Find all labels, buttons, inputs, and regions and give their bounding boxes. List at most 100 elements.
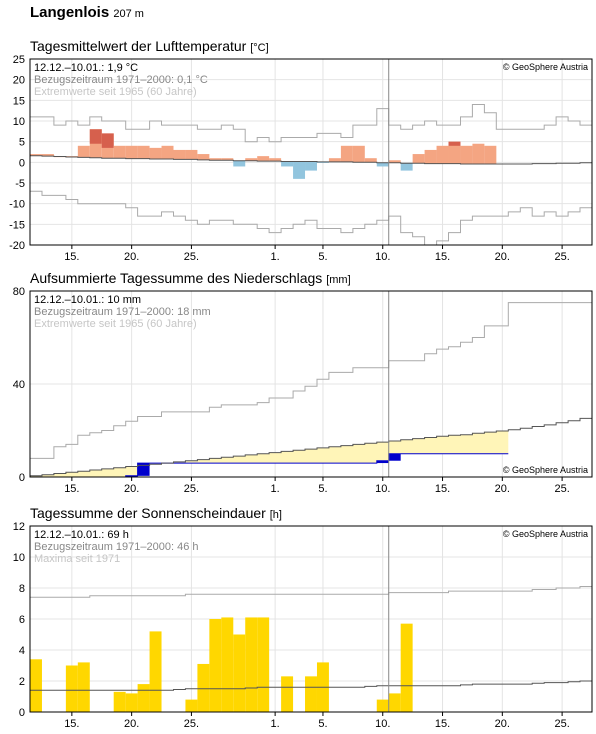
info-line-1: 12.12.–10.01.: 10 mm [34,294,141,306]
y-tick-label: 8 [19,583,25,595]
x-tick-label: 25. [184,251,199,263]
x-tick-label: 20. [124,483,139,495]
temp-bar [113,145,126,159]
temp-bar [293,161,306,179]
precipitation-panel-title: Aufsummierte Tagessumme des Niederschlag… [30,270,351,286]
precip-increment-bar [376,460,389,464]
sunshine-bar [233,634,246,712]
temp-bar [41,154,54,157]
temp-bar [197,154,210,160]
sunshine-bar [185,699,198,712]
sunshine-bar [197,663,210,712]
info-line-3: Extremwerte seit 1965 (60 Jahre) [34,318,197,330]
sunshine-bar [257,617,270,712]
x-tick-label: 20. [124,718,139,730]
x-tick-label: 15. [64,718,79,730]
temp-bar [448,141,461,164]
x-tick-label: 25. [184,718,199,730]
y-tick-label: -20 [9,240,25,252]
sunshine-bar [30,659,42,712]
x-tick-label: 15. [64,251,79,263]
x-tick-label: 1. [271,483,280,495]
precip-increment-bar [388,453,401,461]
sunshine-bar [137,684,150,712]
temp-bar [281,161,294,167]
x-tick-label: 1. [271,251,280,263]
y-tick-label: 0 [19,472,25,484]
temp-bar [436,145,449,164]
precip-increment-bar [137,463,150,476]
sunshine-chart: 0 2 4 6 8 10 12 15. 20. 25. 1. 5. 10. 15. 20. 25. 12.12.… [13,521,593,730]
x-tick-label: 20. [495,251,510,263]
temp-bar [412,154,425,164]
y-tick-label: 15 [13,95,25,107]
x-tick-label: 20. [124,251,139,263]
x-tick-label: 5. [318,251,327,263]
sunshine-bar [65,665,78,712]
sunshine-bar [209,619,222,712]
normal-line [30,680,592,691]
x-tick-label: 10. [375,483,390,495]
sunshine-bar [400,623,413,712]
max-extreme-line [30,302,592,459]
x-tick-label: 15. [435,718,450,730]
sunshine-bar [221,617,234,712]
plot-frame [29,290,593,478]
temp-bar-extreme [89,129,102,144]
y-tick-label: 10 [13,552,25,564]
temperature-unit: [°C] [250,42,269,54]
temp-bar-extreme [101,133,114,148]
precipitation-unit: [mm] [326,274,351,286]
credit-label: © GeoSphere Austria [503,529,588,539]
plot-frame [29,525,593,713]
info-line-3: Extremwerte seit 1965 (60 Jahre) [34,86,197,98]
temp-bar [161,145,174,160]
x-tick-label: 10. [375,718,390,730]
temp-bar [364,158,377,163]
sunshine-unit: [h] [269,509,282,521]
temp-bar [340,145,353,162]
max-extreme-line [30,104,592,143]
precipitation-title-text: Aufsummierte Tagessumme des Niederschlag… [30,270,323,286]
temp-bar [460,145,473,164]
credit-label: © GeoSphere Austria [503,62,588,72]
station-name: Langenlois [30,4,110,21]
temp-bar [221,158,234,161]
y-tick-label: -15 [9,219,25,231]
y-tick-label: 40 [13,379,25,391]
info-line-2: Bezugszeitraum 1971–2000: 18 mm [34,306,211,318]
precipitation-chart: 0 40 80 15. 20. 25. 1. 5. 10. 15. 20. 25. 12.12.–10.… [13,286,593,495]
y-tick-label: 20 [13,75,25,87]
temp-bar [269,158,282,162]
x-tick-label: 10. [375,251,390,263]
temp-bar [173,149,186,160]
y-tick-label: 25 [13,54,25,66]
sunshine-bar [149,631,162,712]
min-extreme-line [30,190,592,246]
normal-line [30,155,592,165]
sunshine-bar [77,662,90,712]
temp-bar [388,160,401,163]
temp-bar [149,147,162,160]
station-header: Langenlois 207 m [30,4,144,21]
sunshine-bar [245,617,258,712]
x-tick-label: 25. [184,483,199,495]
precip-increment-bar [125,475,138,477]
sunshine-panel-title: Tagessumme der Sonnenscheindauer [h] [30,505,282,521]
x-tick-label: 1. [271,718,280,730]
info-line-1: 12.12.–10.01.: 69 h [34,529,129,541]
temp-bar [125,145,138,159]
sunshine-bar [305,676,317,712]
info-line-2: Bezugszeitraum 1971–2000: 46 h [34,541,199,553]
temp-bar [316,161,329,163]
y-tick-label: 6 [19,614,25,626]
temperature-panel-title: Tagesmittelwert der Lufttemperatur [°C] [30,38,269,54]
temp-bar [472,143,485,164]
x-tick-label: 25. [554,483,569,495]
sunshine-title-text: Tagessumme der Sonnenscheindauer [30,505,266,521]
max-line [30,586,592,598]
temp-bar [328,158,341,162]
y-tick-label: 5 [19,137,25,149]
x-tick-label: 25. [554,251,569,263]
sunshine-bar [113,691,126,712]
